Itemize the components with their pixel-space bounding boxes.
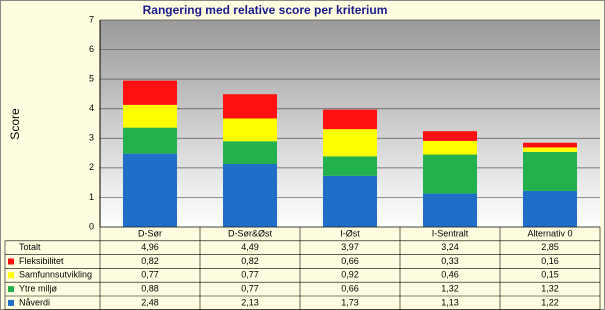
bar-segment [523,151,577,191]
table-cell: 1,32 [541,283,559,293]
y-tick-label: 3 [89,133,94,143]
bar-segment [123,127,177,154]
y-tick-label: 7 [89,14,94,24]
y-tick-label: 5 [89,74,94,84]
legend-marker [8,286,14,293]
bar-segment [423,131,477,141]
table-cell: 3,97 [341,242,359,252]
bar-segment [423,154,477,194]
legend-marker [8,272,14,279]
legend-label: Samfunnsutvikling [19,270,92,280]
bar-segment [123,80,177,105]
table-cell: 0,77 [241,283,259,293]
x-tick-label: I-Øst [340,228,360,238]
y-tick-label: 6 [89,44,94,54]
table-cell: 0,92 [341,270,359,280]
y-tick-label: 1 [89,192,94,202]
bar-segment [223,141,277,165]
x-tick-label: D-Sør&Øst [228,228,272,238]
bar-segment [123,104,177,128]
x-tick-label: Alternativ 0 [527,228,572,238]
table-cell: 1,22 [541,297,559,307]
table-cell: 0,77 [241,270,259,280]
bar-segment [123,153,177,227]
y-axis-label: Score [8,108,22,140]
table-cell: 0,33 [441,256,459,266]
table-cell: 2,13 [241,297,259,307]
x-tick-label: D-Sør [138,228,162,238]
legend-marker [8,299,14,306]
legend-marker [8,258,14,265]
table-cell: 0,77 [141,270,159,280]
bar-segment [223,164,277,227]
table-cell: 0,15 [541,270,559,280]
bar-segment [323,175,377,227]
y-tick-label: 0 [89,221,94,231]
bar-segment [223,94,277,119]
table-cell: 0,82 [241,256,259,266]
bar-segment [323,156,377,176]
table-cell: 0,16 [541,256,559,266]
table-cell: 1,13 [441,297,459,307]
table-cell: 0,88 [141,283,159,293]
y-tick-label: 2 [89,162,94,172]
bar-segment [223,118,277,142]
bar-segment [423,140,477,155]
legend-label: Ytre miljø [19,283,58,293]
bar-segment [323,109,377,130]
table-cell: 0,66 [341,283,359,293]
table-cell: 1,73 [341,297,359,307]
bar-segment [323,129,377,157]
legend-label: Nåverdi [19,297,50,307]
table-cell: 4,49 [241,242,259,252]
table-cell: 1,32 [441,283,459,293]
y-tick-label: 4 [89,103,94,113]
legend-label: Fleksibilitet [19,256,64,266]
x-tick-label: I-Sentralt [432,228,469,238]
table-cell: 0,46 [441,270,459,280]
table-row-label: Totalt [19,242,41,252]
bar-segment [523,142,577,148]
bar-segment [523,147,577,152]
table-cell: 0,66 [341,256,359,266]
table-cell: 2,48 [141,297,159,307]
table-cell: 0,82 [141,256,159,266]
bar-segment [423,193,477,227]
table-cell: 2,85 [541,242,559,252]
table-cell: 3,24 [441,242,459,252]
table-cell: 4,96 [141,242,159,252]
chart-title: Rangering med relative score per kriteri… [143,3,388,17]
bar-segment [523,190,577,227]
